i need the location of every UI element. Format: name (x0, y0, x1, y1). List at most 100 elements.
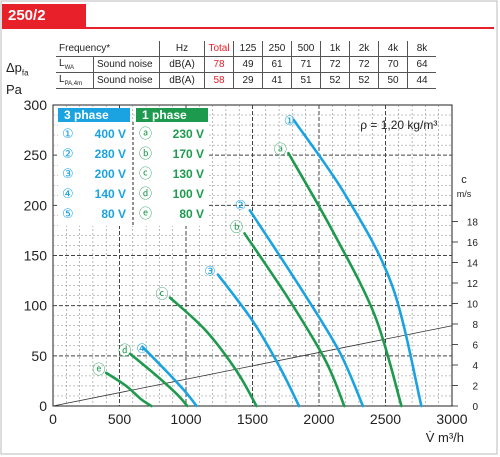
velocity-tick-label: 0 (472, 402, 478, 413)
velocity-tick-label: 10 (467, 300, 479, 311)
row-cell: 51 (291, 72, 321, 89)
legend-one-phase-voltage: 170 V (173, 147, 204, 161)
curve-1 (292, 118, 423, 408)
legend-three-phase-title: 3 phase (64, 108, 109, 122)
curve-2 (287, 151, 403, 408)
x-tick-label: 500 (108, 411, 132, 427)
legend-one-phase-voltage: 100 V (173, 187, 204, 201)
curve-label: ④ (136, 342, 148, 357)
legend-one-phase-voltage: 230 V (173, 127, 204, 141)
velocity-tick-label: 8 (472, 320, 478, 331)
row-cell: 50 (378, 72, 408, 89)
row-cell: 72 (349, 56, 379, 73)
y-tick-label: 250 (24, 147, 48, 163)
x-tick-label: 1000 (170, 411, 201, 427)
x-axis-label: V̇ m³/h (426, 430, 464, 445)
row-symbol: LWA (56, 56, 94, 73)
x-tick-label: 3000 (436, 411, 467, 427)
model-tag: 250/2 (2, 4, 86, 27)
curve-9 (104, 371, 153, 408)
curve-4 (243, 232, 346, 408)
curve-label: ⓒ (156, 288, 169, 303)
header-total: Total (204, 41, 234, 57)
legend-one-phase-mark: ⓔ (139, 207, 152, 222)
header-125: 125 (233, 41, 263, 57)
curve-label: ③ (204, 265, 216, 280)
curve-8 (128, 352, 189, 408)
sound-table-row-lwa: LWA Sound noise dB(A) 78 49 61 71 72 72 … (56, 56, 436, 73)
legend-one-phase-mark: ⓒ (139, 167, 152, 182)
row-cell: 64 (407, 56, 436, 73)
legend-one-phase-mark: ⓓ (139, 187, 152, 202)
curve-label: ⓔ (92, 363, 105, 378)
legend-three-phase-header (58, 108, 130, 122)
velocity-reference-line (52, 325, 453, 407)
curve-7 (142, 346, 198, 408)
legend-one-phase-voltage: 80 V (179, 207, 204, 221)
row-cell: 70 (378, 56, 408, 73)
row-symbol: LPA,4m (56, 72, 94, 89)
velocity-tick-label: 12 (467, 279, 479, 290)
y-tick-label: 100 (24, 298, 48, 314)
y-tick-label: 50 (31, 348, 47, 364)
curve-label: ⓐ (274, 143, 287, 158)
header-4k: 4k (378, 41, 408, 57)
velocity-axis-unit: m/s (457, 189, 472, 199)
legend-one-phase-voltage: 130 V (173, 167, 204, 181)
row-total: 58 (204, 72, 234, 89)
row-cell: 61 (262, 56, 292, 73)
row-cell: 49 (233, 56, 263, 73)
x-tick-label: 2500 (370, 411, 401, 427)
x-tick-label: 1500 (237, 411, 268, 427)
model-rule (2, 27, 494, 29)
curve-label: ① (284, 114, 296, 129)
legend-one-phase-title: 1 phase (142, 108, 187, 122)
header-500: 500 (291, 41, 321, 57)
header-8k: 8k (407, 41, 436, 57)
velocity-tick-label: 2 (472, 382, 478, 393)
legend-three-phase-voltage: 80 V (101, 207, 126, 221)
legend-one-phase-header (136, 108, 208, 122)
curve-label: ⓑ (230, 220, 243, 235)
header-250: 250 (262, 41, 292, 57)
row-unit: dB(A) (159, 56, 205, 73)
velocity-tick-label: 4 (472, 361, 478, 372)
y-tick-label: 150 (24, 248, 48, 264)
header-2k: 2k (349, 41, 379, 57)
curve-6 (168, 296, 258, 408)
curve-3 (248, 209, 365, 408)
row-name: Sound noise (93, 56, 160, 73)
row-cell: 41 (262, 72, 292, 89)
curve-label: ② (235, 198, 247, 213)
legend-three-phase-voltage: 140 V (95, 187, 126, 201)
legend-three-phase-voltage: 200 V (95, 167, 126, 181)
sound-table: Frequency* Hz Total 125 250 500 1k 2k 4k… (56, 41, 436, 89)
velocity-axis-symbol: c (461, 174, 467, 186)
x-tick-label: 2000 (303, 411, 334, 427)
legend-one-phase-mark: ⓑ (139, 147, 152, 162)
density-note: ρ = 1,20 kg/m³ (360, 118, 437, 132)
y-tick-label: 200 (24, 197, 48, 213)
header-1k: 1k (320, 41, 350, 57)
legend-three-phase-mark: ① (62, 127, 74, 142)
x-tick-label: 0 (49, 411, 57, 427)
y-tick-label: 0 (39, 398, 47, 414)
legend-three-phase-voltage: 280 V (95, 147, 126, 161)
legend-three-phase-mark: ③ (62, 167, 74, 182)
row-cell: 71 (291, 56, 321, 73)
y-tick-label: 300 (24, 97, 48, 113)
row-total: 78 (204, 56, 234, 73)
curve-label: ⓓ (118, 344, 131, 359)
legend-three-phase-mark: ⑤ (62, 207, 74, 222)
header-hz: Hz (159, 41, 205, 57)
sound-table-header: Frequency* Hz Total 125 250 500 1k 2k 4k… (56, 41, 436, 57)
header-frequency: Frequency* (59, 43, 111, 54)
legend-three-phase-mark: ④ (62, 187, 74, 202)
row-unit: dB(A) (159, 72, 205, 89)
velocity-tick-label: 18 (467, 218, 479, 229)
velocity-tick-label: 14 (467, 259, 479, 270)
velocity-tick-label: 6 (472, 341, 478, 352)
row-cell: 44 (407, 72, 436, 89)
